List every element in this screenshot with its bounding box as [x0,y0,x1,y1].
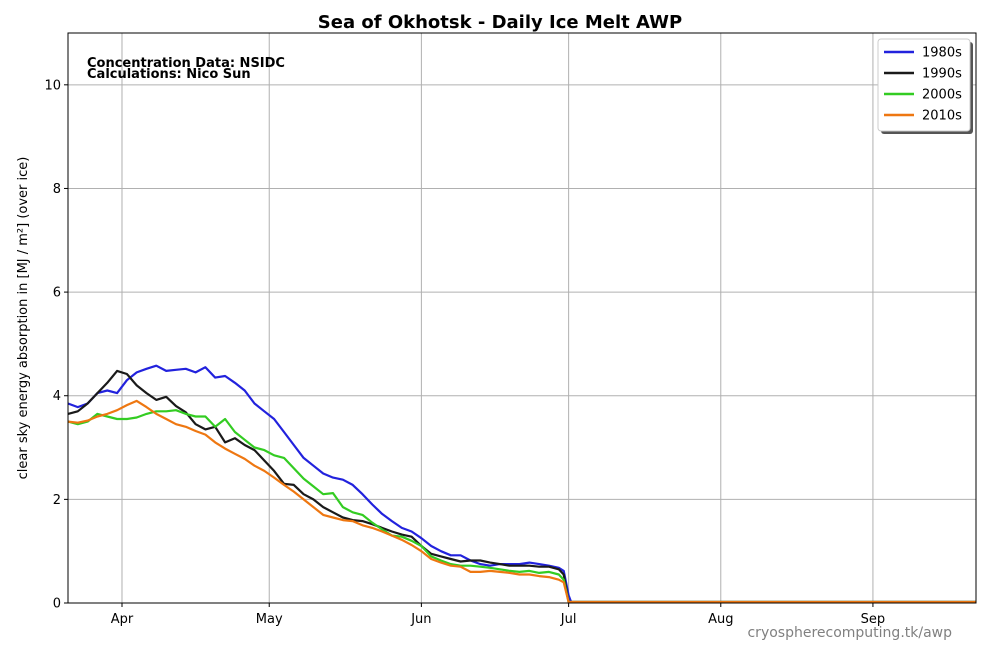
legend-label: 1990s [922,67,962,82]
y-tick-label: 4 [53,389,61,404]
grid [68,33,976,604]
x-tick-label: May [256,612,283,627]
y-tick-label: 0 [53,597,61,612]
series-line-1990s [67,369,976,604]
axes: 0 2 4 6 8 10 Apr May Jun Jul Aug Sep [44,78,885,627]
annotation-author: Calculations: Nico Sun [87,67,251,82]
series-line-2010s [67,399,976,604]
plot-frame [67,32,977,604]
x-tick-label: Jul [560,612,577,627]
x-tick-label: Aug [708,612,733,627]
legend-box [877,38,971,132]
legend-label: 1980s [922,46,962,61]
series-lines [67,364,976,604]
legend-label: 2010s [922,109,962,124]
y-axis-label: clear sky energy absorption in [MJ / m²]… [16,157,31,480]
y-tick-label: 2 [53,493,61,508]
series-line-2000s [67,409,976,604]
series-line-1980s [67,364,976,604]
y-tick-label: 8 [53,182,61,197]
x-tick-label: Sep [861,612,886,627]
legend-label: 2000s [922,88,962,103]
chart-title: Sea of Okhotsk - Daily Ice Melt AWP [318,12,682,33]
x-tick-label: Apr [111,612,134,627]
x-tick-label: Jun [410,612,431,627]
annotation-source: Concentration Data: NSIDC [87,56,285,71]
watermark: cryospherecomputing.tk/awp [747,625,952,641]
legend: 1980s 1990s 2000s 2010s [877,38,973,134]
y-tick-label: 6 [53,286,61,301]
y-tick-label: 10 [44,78,61,93]
